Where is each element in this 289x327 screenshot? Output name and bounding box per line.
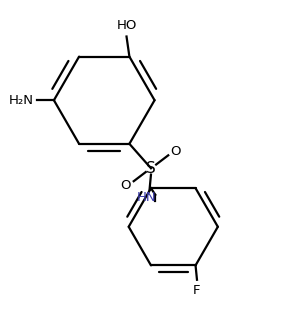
Text: F: F <box>193 284 201 297</box>
Text: O: O <box>121 179 131 192</box>
Text: S: S <box>146 161 156 176</box>
Text: HO: HO <box>116 19 137 32</box>
Text: O: O <box>171 145 181 158</box>
Text: H₂N: H₂N <box>9 94 34 107</box>
Text: HN: HN <box>137 191 156 203</box>
